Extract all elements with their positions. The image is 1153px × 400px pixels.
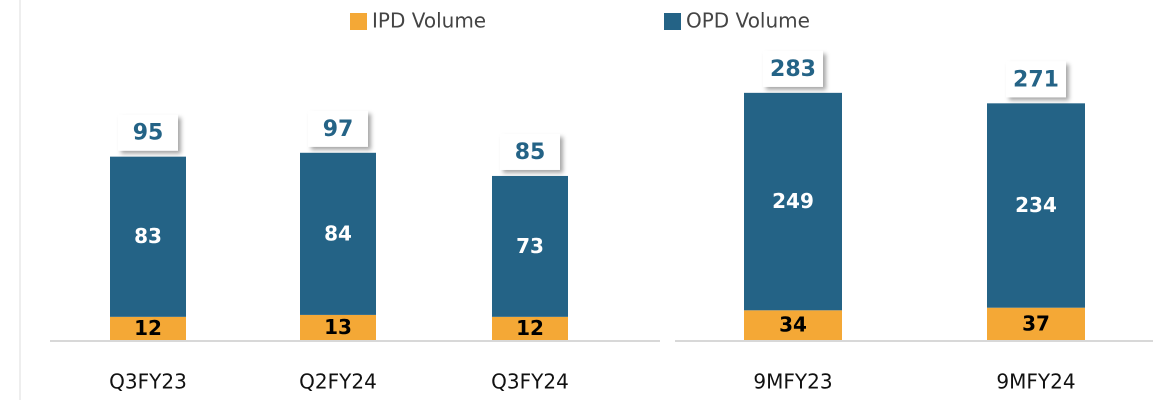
total-label: 97 [323, 117, 354, 142]
total-box [500, 133, 560, 170]
legend-label: IPD Volume [372, 9, 486, 33]
x-tick-label: 9MFY24 [996, 370, 1075, 394]
bar-segment [987, 103, 1085, 308]
bar-segment [987, 307, 1085, 340]
segment-label: 34 [779, 313, 807, 337]
bar-segment [492, 316, 568, 340]
segment-label: 73 [516, 234, 544, 258]
total-box [1006, 61, 1066, 98]
total-box [308, 110, 368, 147]
x-tick-label: Q3FY24 [491, 370, 569, 394]
bar-segment [744, 310, 842, 340]
x-tick-label: Q2FY24 [299, 370, 377, 394]
segment-label: 37 [1022, 311, 1050, 335]
total-label: 283 [770, 57, 816, 82]
bar-segment [492, 175, 568, 317]
segment-label: 249 [772, 189, 814, 213]
segment-label: 84 [324, 221, 352, 245]
legend-swatch [664, 13, 681, 30]
total-label: 271 [1013, 67, 1059, 92]
total-label: 95 [133, 121, 164, 146]
legend-label: OPD Volume [686, 9, 810, 33]
bar-segment [744, 92, 842, 311]
total-label: 85 [515, 140, 546, 165]
bar-segment [300, 314, 376, 340]
bar-segment [300, 152, 376, 315]
segment-label: 234 [1015, 193, 1057, 217]
x-tick-label: Q3FY23 [109, 370, 187, 394]
total-box [763, 50, 823, 87]
total-box [118, 114, 178, 151]
segment-label: 12 [134, 316, 162, 340]
bar-segment [110, 316, 186, 340]
segment-label: 12 [516, 316, 544, 340]
legend-swatch [350, 13, 367, 30]
bar-segment [110, 156, 186, 317]
x-tick-label: 9MFY23 [753, 370, 832, 394]
segment-label: 13 [324, 315, 352, 339]
segment-label: 83 [134, 224, 162, 248]
